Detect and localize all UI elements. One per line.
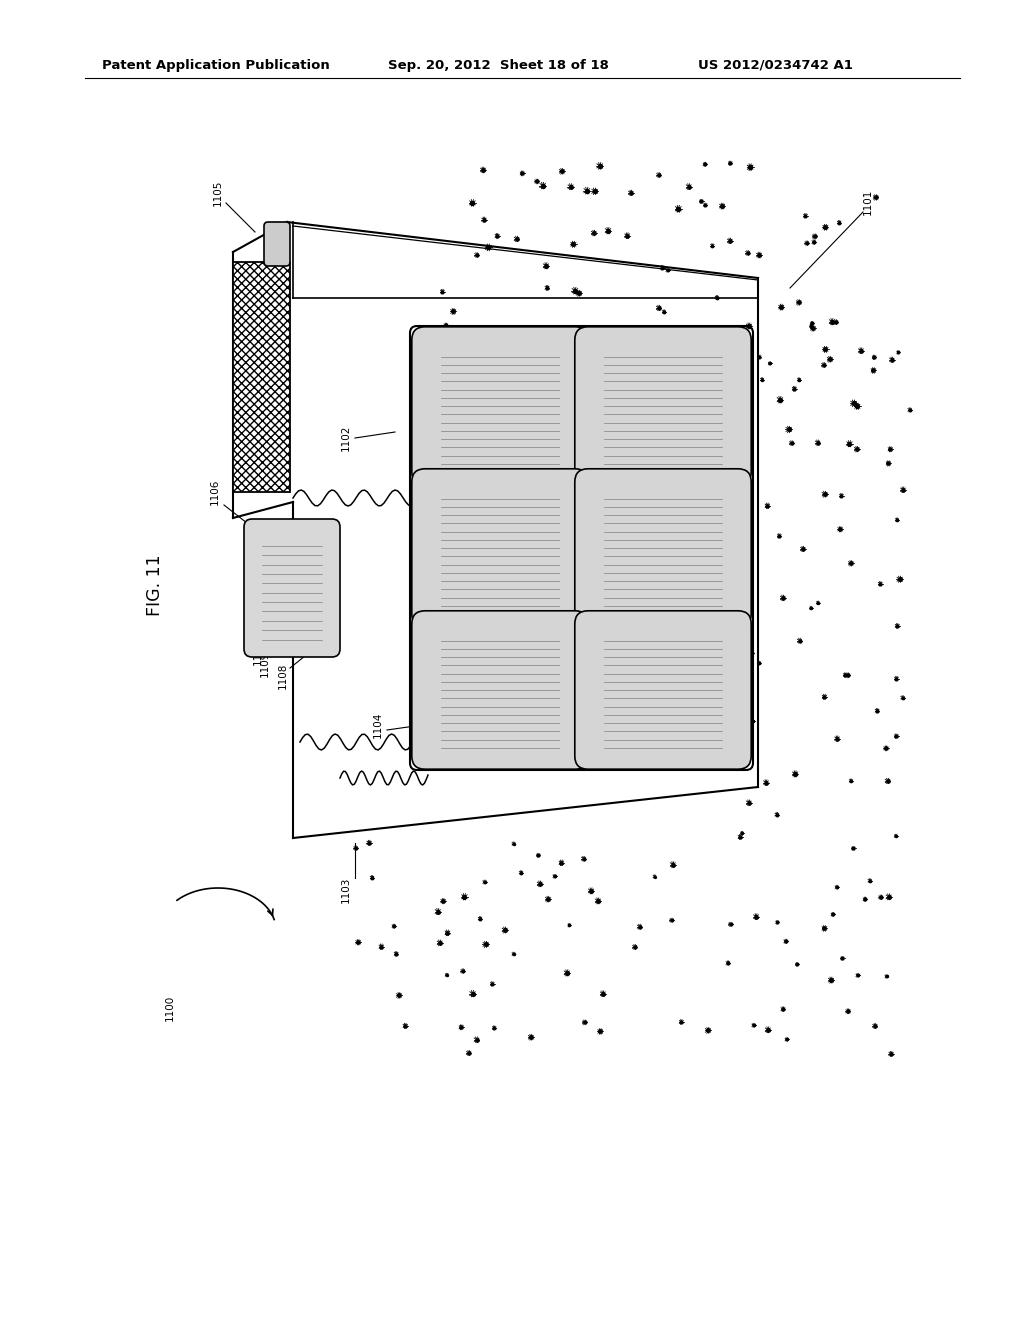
FancyBboxPatch shape bbox=[412, 327, 588, 486]
FancyBboxPatch shape bbox=[264, 222, 290, 267]
FancyBboxPatch shape bbox=[412, 611, 588, 770]
Text: FIG. 11: FIG. 11 bbox=[146, 554, 164, 616]
Text: 1104: 1104 bbox=[373, 711, 383, 738]
Text: 1109: 1109 bbox=[260, 651, 270, 677]
Text: 1107: 1107 bbox=[253, 639, 263, 665]
FancyBboxPatch shape bbox=[574, 327, 752, 486]
Text: 1103: 1103 bbox=[341, 876, 351, 903]
Text: 1106: 1106 bbox=[210, 479, 220, 506]
FancyBboxPatch shape bbox=[574, 611, 752, 770]
Text: 1105: 1105 bbox=[213, 180, 223, 206]
Text: Sep. 20, 2012  Sheet 18 of 18: Sep. 20, 2012 Sheet 18 of 18 bbox=[388, 58, 609, 71]
FancyBboxPatch shape bbox=[412, 469, 588, 627]
Bar bbox=[233, 261, 290, 492]
Text: 1102: 1102 bbox=[341, 425, 351, 451]
Text: 1100: 1100 bbox=[165, 995, 175, 1022]
FancyBboxPatch shape bbox=[244, 519, 340, 657]
FancyBboxPatch shape bbox=[574, 469, 752, 627]
Text: US 2012/0234742 A1: US 2012/0234742 A1 bbox=[698, 58, 853, 71]
Text: 1101: 1101 bbox=[863, 189, 873, 215]
Text: Patent Application Publication: Patent Application Publication bbox=[102, 58, 330, 71]
Text: 1108: 1108 bbox=[278, 663, 288, 689]
